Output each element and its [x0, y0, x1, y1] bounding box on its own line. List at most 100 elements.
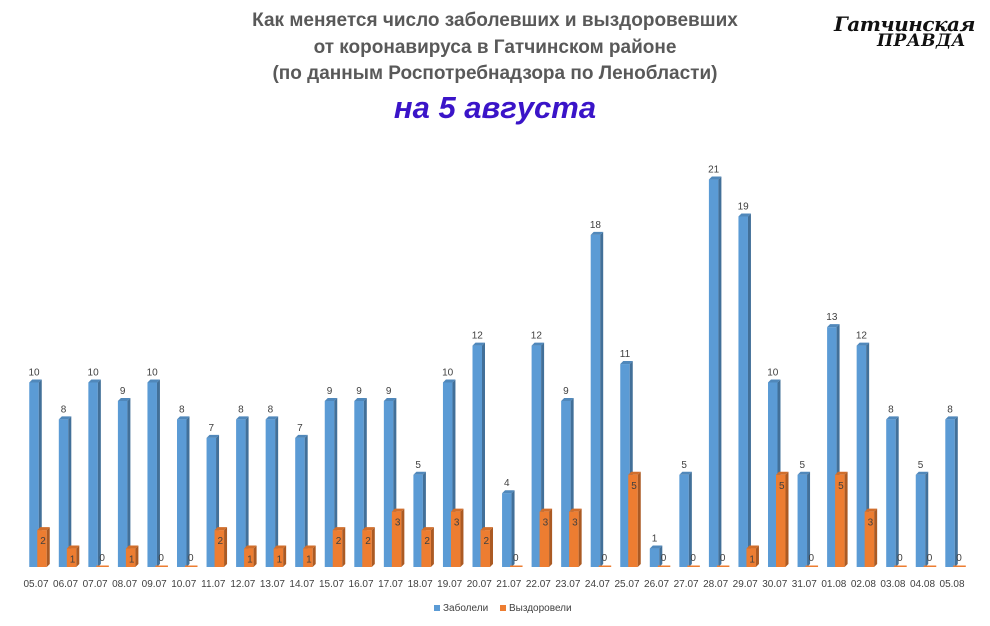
bar-recovered-front [628, 474, 638, 567]
bar-sick-front [354, 400, 364, 567]
value-label-sick: 4 [504, 478, 510, 489]
bar-recovered-front [716, 565, 730, 567]
bar-sick-top [768, 379, 781, 383]
value-label-recovered: 0 [99, 553, 105, 564]
bar-sick-top [29, 379, 42, 383]
bar-recovered-side [312, 545, 316, 567]
x-tick-label: 03.08 [880, 579, 905, 590]
value-label-recovered: 5 [779, 481, 785, 492]
bar-recovered-top [214, 527, 228, 531]
bar-recovered-top [303, 545, 316, 549]
bar-recovered-front [864, 511, 875, 567]
x-tick-label: 22.07 [526, 579, 551, 590]
value-label-sick: 18 [590, 220, 602, 231]
bar-sick [117, 397, 131, 567]
value-label-sick: 10 [28, 368, 40, 379]
value-label-sick: 7 [209, 423, 215, 434]
bar-recovered-front [96, 565, 109, 567]
bar-sick-side [482, 342, 485, 567]
value-label-recovered: 0 [897, 553, 903, 564]
bar-recovered-front [214, 530, 225, 567]
x-tick-label: 15.07 [319, 579, 344, 590]
bar-sick-side [156, 379, 160, 567]
bar-sick-top [442, 379, 456, 383]
bar-recovered [776, 471, 789, 567]
x-tick-label: 26.07 [644, 579, 669, 590]
logo-line-1: Гатчинская [834, 12, 975, 36]
bar-sick [236, 416, 249, 567]
bar-sick-top [561, 397, 574, 401]
bar-sick-front [886, 419, 896, 567]
value-label-sick: 8 [888, 404, 894, 415]
value-label-recovered: 3 [572, 518, 578, 529]
bar-recovered-front [421, 530, 431, 567]
value-label-recovered: 0 [690, 553, 696, 564]
bar-recovered [480, 527, 493, 567]
bar-sick-side [334, 397, 338, 567]
bar-sick [29, 379, 42, 567]
bar-sick-top [324, 397, 338, 401]
bar-recovered-front [776, 474, 786, 567]
bar-sick-side [186, 416, 190, 567]
bar-recovered-top [450, 508, 464, 512]
bar-recovered [628, 471, 641, 567]
bar-sick-top [590, 231, 604, 235]
bar-recovered [953, 565, 966, 567]
bar-recovered-front [37, 530, 47, 567]
x-tick-label: 13.07 [260, 579, 285, 590]
bar-recovered-front [569, 511, 579, 567]
bar-recovered [421, 527, 434, 567]
bar-sick [649, 545, 663, 567]
bar-sick-side [600, 231, 604, 567]
bar-recovered-front [953, 565, 966, 567]
x-tick-label: 12.07 [230, 579, 255, 590]
bar-recovered-side [371, 527, 375, 567]
x-tick-label: 18.07 [408, 579, 433, 590]
legend-recovered-swatch [500, 605, 506, 611]
bar-sick [915, 471, 929, 567]
bar-recovered [37, 527, 50, 567]
bar-recovered-front [746, 548, 756, 567]
bar-sick-top [945, 416, 958, 420]
bar-recovered-front [480, 530, 490, 567]
bar-sick-top [915, 471, 929, 475]
bar-sick-top [738, 213, 751, 217]
bar-sick-side [511, 490, 515, 567]
bar-sick-front [945, 419, 955, 567]
bar-recovered-front [598, 565, 612, 567]
bar-sick-top [679, 471, 692, 475]
bar-sick-side [363, 397, 367, 567]
bar-sick [295, 434, 308, 567]
bar-recovered-side [874, 508, 878, 567]
bar-sick [797, 471, 811, 567]
bar-sick-top [413, 471, 426, 475]
x-tick-label: 04.08 [910, 579, 935, 590]
bar-recovered [155, 565, 168, 567]
bar-recovered-side [253, 545, 257, 567]
bar-sick-front [413, 474, 423, 567]
bar-sick-front [295, 437, 305, 567]
value-label-sick: 10 [147, 368, 159, 379]
bar-recovered-top [569, 508, 582, 512]
bar-sick [945, 416, 958, 567]
value-label-recovered: 1 [70, 555, 76, 566]
bar-sick-side [895, 416, 899, 567]
x-tick-label: 08.07 [112, 579, 137, 590]
legend-recovered-label: Выздоровели [509, 603, 572, 614]
bar-sick-top [236, 416, 249, 420]
bar-recovered [864, 508, 878, 567]
bar-recovered [244, 545, 257, 567]
x-tick-label: 11.07 [201, 579, 226, 590]
bar-sick-front [915, 474, 926, 567]
bar-recovered-top [244, 545, 257, 549]
bar-sick-side [127, 397, 131, 567]
bar-recovered-side [76, 545, 80, 567]
chart-date-label: на 5 августа [393, 90, 597, 125]
bar-recovered-side [342, 527, 346, 567]
bar-sick-top [649, 545, 663, 549]
value-label-sick: 5 [681, 460, 687, 471]
bar-recovered-top [332, 527, 346, 531]
value-label-recovered: 2 [218, 536, 224, 547]
bar-sick-top [354, 397, 367, 401]
bar-recovered-front [923, 565, 937, 567]
